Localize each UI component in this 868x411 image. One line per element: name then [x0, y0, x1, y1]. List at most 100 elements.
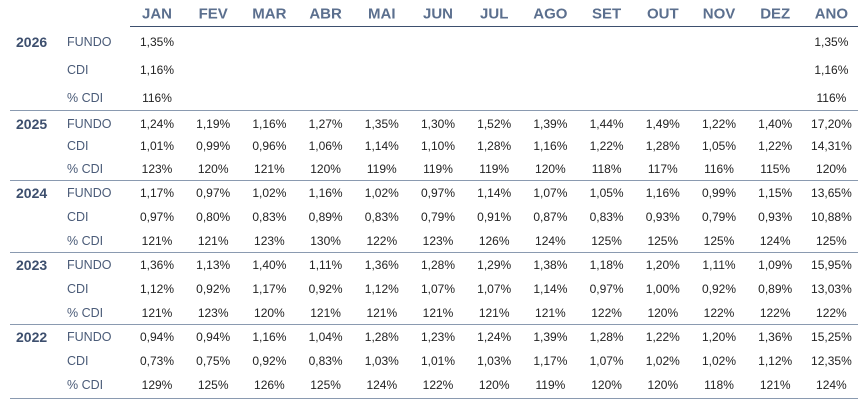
cell-value: 0,80% — [196, 210, 231, 224]
column-header: ABR — [309, 5, 342, 23]
cell-value: 1,28% — [645, 139, 680, 153]
group-rule — [10, 180, 858, 181]
cell-value: 1,39% — [533, 117, 568, 131]
cell-value: 0,83% — [252, 210, 287, 224]
row-label: FUNDO — [67, 258, 112, 272]
cell-value: 1,18% — [589, 258, 624, 272]
cell-value: 121% — [478, 306, 510, 320]
cell-value: 1,15% — [758, 186, 793, 200]
cell-value: 124% — [535, 234, 566, 248]
cell-value: 15,25% — [811, 330, 852, 344]
cell-value: 0,92% — [308, 282, 343, 296]
cell-value: 121% — [141, 306, 173, 320]
cell-value: 1,12% — [758, 354, 793, 368]
cell-value: 1,16% — [645, 186, 680, 200]
column-header: MAI — [368, 5, 396, 23]
cell-value: 1,36% — [364, 258, 399, 272]
cell-value: 1,22% — [645, 330, 680, 344]
cell-value: 122% — [422, 378, 454, 392]
cell-value: 121% — [141, 234, 173, 248]
cell-value: 120% — [478, 378, 510, 392]
cell-value: 121% — [535, 306, 566, 320]
cell-value: 121% — [366, 306, 398, 320]
cell-value: 1,35% — [139, 35, 175, 49]
cell-value: 125% — [197, 378, 229, 392]
cell-value: 0,97% — [139, 210, 175, 224]
column-header: JUN — [422, 5, 454, 23]
column-header: SET — [592, 5, 622, 23]
header-rule — [130, 26, 858, 27]
cell-value: 122% — [591, 306, 622, 320]
cell-value: 0,94% — [196, 330, 231, 344]
column-header: MAR — [252, 5, 287, 23]
cell-value: 120% — [647, 306, 679, 320]
column-header: AGO — [533, 5, 568, 23]
row-label: % CDI — [67, 306, 104, 320]
cell-value: 1,30% — [420, 117, 456, 131]
cell-value: 120% — [647, 378, 679, 392]
cell-value: 116% — [704, 162, 734, 176]
cell-value: 119% — [366, 162, 397, 176]
cell-value: 1,35% — [364, 117, 399, 131]
group-rule — [10, 252, 858, 253]
cell-value: 1,22% — [589, 139, 624, 153]
cell-value: 119% — [479, 162, 510, 176]
cell-value: 0,87% — [533, 210, 568, 224]
cell-value: 116% — [816, 91, 847, 105]
cell-value: 1,44% — [589, 117, 624, 131]
cell-value: 1,02% — [645, 354, 680, 368]
cell-value: 1,04% — [308, 330, 343, 344]
cell-value: 1,17% — [533, 354, 568, 368]
cell-value: 1,22% — [758, 139, 793, 153]
cell-value: 0,83% — [589, 210, 624, 224]
cell-value: 1,16% — [252, 117, 287, 131]
cell-value: 1,39% — [533, 330, 568, 344]
column-header: DEZ — [760, 5, 791, 23]
cell-value: 1,14% — [477, 186, 512, 200]
cell-value: 1,20% — [645, 258, 680, 272]
cell-value: 121% — [759, 378, 791, 392]
year-label: 2023 — [16, 257, 48, 273]
cell-value: 122% — [816, 306, 847, 320]
column-header: OUT — [646, 5, 679, 23]
cell-value: 120% — [254, 306, 285, 320]
cell-value: 1,40% — [758, 117, 793, 131]
cell-value: 123% — [254, 234, 285, 248]
cell-value: 125% — [816, 234, 847, 248]
cell-value: 0,93% — [645, 210, 680, 224]
year-label: 2026 — [16, 34, 48, 50]
cell-value: 120% — [816, 162, 847, 176]
cell-value: 1,52% — [477, 117, 512, 131]
row-label: FUNDO — [67, 117, 112, 131]
column-header: FEV — [198, 5, 228, 23]
cell-value: 0,92% — [701, 282, 737, 296]
cell-value: 119% — [535, 378, 566, 392]
row-label: FUNDO — [67, 330, 112, 344]
cell-value: 121% — [310, 306, 341, 320]
cell-value: 14,31% — [811, 139, 852, 153]
year-label: 2022 — [16, 329, 48, 345]
row-label: CDI — [67, 63, 89, 77]
cell-value: 1,35% — [814, 35, 849, 49]
row-label: FUNDO — [67, 35, 112, 49]
group-rule — [10, 110, 858, 111]
cell-value: 1,14% — [533, 282, 568, 296]
cell-value: 13,03% — [811, 282, 852, 296]
cell-value: 122% — [759, 306, 791, 320]
cell-value: 1,16% — [139, 63, 175, 77]
cell-value: 1,05% — [701, 139, 737, 153]
cell-value: 1,24% — [477, 330, 512, 344]
cell-value: 0,97% — [589, 282, 624, 296]
cell-value: 0,92% — [252, 354, 287, 368]
cell-value: 124% — [759, 234, 791, 248]
cell-value: 1,13% — [196, 258, 231, 272]
group-rule — [10, 398, 858, 399]
cell-value: 124% — [816, 378, 847, 392]
cell-value: 126% — [478, 234, 510, 248]
column-header: ANO — [814, 5, 849, 23]
cell-value: 0,89% — [308, 210, 343, 224]
cell-value: 1,10% — [420, 139, 456, 153]
cell-value: 126% — [254, 378, 285, 392]
cell-value: 115% — [760, 162, 791, 176]
cell-value: 0,97% — [420, 186, 456, 200]
